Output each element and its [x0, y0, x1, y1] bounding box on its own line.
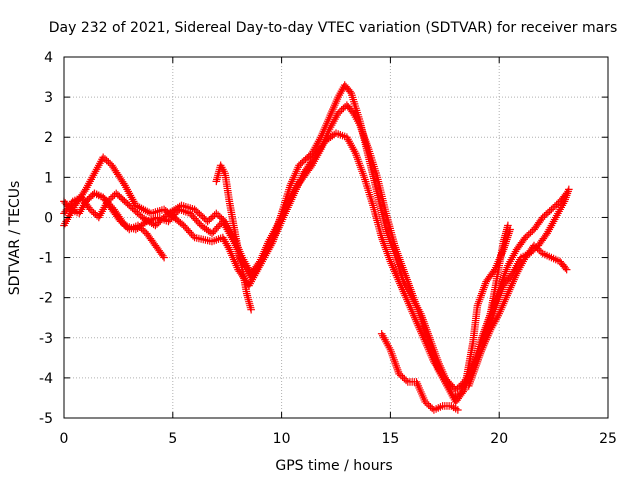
- x-tick-label: 25: [599, 431, 617, 447]
- x-axis-label: GPS time / hours: [275, 458, 392, 474]
- data-point: [504, 221, 512, 230]
- data-point: [454, 406, 462, 414]
- y-tick-label: 1: [44, 170, 53, 186]
- y-tick-label: 0: [44, 210, 53, 226]
- x-tick-label: 15: [381, 431, 399, 447]
- data-point: [562, 265, 571, 274]
- x-tick-label: 0: [60, 431, 69, 447]
- y-tick-label: 2: [44, 130, 53, 146]
- y-tick-labels: -5 -4 -3 -2 -1 0 1 2 3 4: [39, 50, 53, 427]
- series-track-d: [377, 329, 462, 414]
- series-track-a: [60, 81, 514, 402]
- y-tick-label: -1: [39, 251, 53, 267]
- series-track-h: [477, 221, 512, 346]
- chart-title: Day 232 of 2021, Sidereal Day-to-day VTE…: [49, 20, 617, 36]
- data-points: [60, 81, 573, 414]
- y-tick-label: -2: [39, 291, 53, 307]
- series-track-e: [464, 185, 573, 390]
- y-tick-label: 4: [44, 50, 53, 66]
- x-tick-label: 20: [490, 431, 508, 447]
- x-tick-label: 10: [273, 431, 291, 447]
- series-track-f: [81, 189, 168, 262]
- data-point: [565, 185, 573, 194]
- y-tick-label: -4: [39, 371, 53, 387]
- y-axis-label: SDTVAR / TECUs: [7, 181, 23, 296]
- x-tick-labels: 0 5 10 15 20 25: [60, 431, 617, 447]
- x-tick-label: 5: [168, 431, 177, 447]
- axis-ticks: [63, 56, 609, 419]
- y-tick-label: 3: [44, 90, 53, 106]
- data-point: [247, 305, 255, 314]
- series-track-g: [212, 161, 255, 314]
- y-tick-label: -5: [39, 411, 53, 427]
- data-point: [160, 253, 168, 262]
- y-tick-label: -3: [39, 331, 53, 347]
- plot-frame: [63, 56, 609, 419]
